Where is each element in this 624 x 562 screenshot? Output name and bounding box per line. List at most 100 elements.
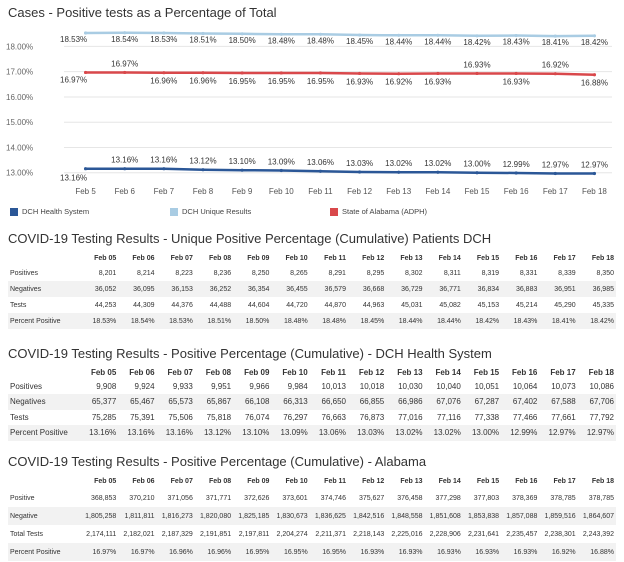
table-cell: 77,661: [551, 412, 576, 422]
column-header: Feb 07: [167, 367, 193, 377]
table-cell: 2,187,329: [161, 530, 193, 538]
table-cell: 16.95%: [233, 543, 272, 561]
data-label: 13.16%: [60, 174, 87, 183]
column-header: Feb 08: [208, 478, 232, 485]
table-cell: 36,985: [577, 281, 616, 297]
table-cell: 65,573: [156, 394, 195, 410]
column-header: Feb 14: [435, 367, 461, 377]
table-cell: 16.97%: [118, 543, 157, 561]
data-point: [475, 171, 479, 175]
table-cell: 8,250: [251, 269, 270, 277]
data-label: 18.53%: [150, 35, 177, 44]
y-tick-label: 15.00%: [6, 118, 33, 127]
table-cell: 36,668: [347, 281, 387, 297]
table-cell: 377,298: [435, 494, 461, 502]
data-label: 18.51%: [189, 36, 216, 45]
column-header: Feb 05: [94, 478, 117, 485]
legend-item-alabama: State of Alabama (ADPH): [330, 207, 427, 216]
column-header: Feb 09: [247, 255, 270, 262]
row-label: Positive: [10, 494, 35, 502]
table-row: Total Tests 2,174,111 2,182,021 2,187,329 2,…: [8, 525, 616, 543]
table-cell: 13.03%: [347, 425, 387, 441]
data-label: 13.03%: [346, 159, 373, 168]
table-cell: 44,720: [286, 301, 308, 309]
table-cell: 1,830,673: [271, 507, 310, 525]
table-cell: 2,191,851: [199, 530, 232, 538]
data-label: 18.50%: [229, 36, 256, 45]
table-cell: 9,984: [287, 381, 308, 391]
column-header: Feb 16: [515, 478, 538, 485]
x-tick-label: Feb 10: [269, 187, 294, 196]
legend-label-dch: DCH Health System: [22, 207, 90, 216]
table-alabama: Feb 05 Feb 06 Feb 07 Feb 08 Feb 09 Feb 10 Feb …: [8, 474, 616, 561]
table-cell: 2,235,457: [506, 530, 538, 538]
data-label: 16.95%: [307, 77, 334, 86]
series-line-0: [85, 167, 595, 175]
table-cell: 36,771: [424, 281, 463, 297]
table-cell: 2,211,371: [315, 530, 346, 538]
table-cell: 66,855: [347, 394, 387, 410]
table-cell: 75,391: [130, 412, 155, 422]
table-cell: 13.16%: [118, 425, 157, 441]
table-cell: 9,951: [211, 381, 232, 391]
data-point: [514, 71, 518, 76]
legend-swatch-unique: [170, 207, 178, 216]
column-header: Feb 06: [132, 478, 155, 485]
column-header: Feb 10: [282, 367, 308, 377]
table-cell: 18.42%: [577, 313, 616, 329]
table-row: Tests 75,285 75,391 75,506 75,818 76,074 76,29…: [8, 410, 616, 426]
table-cell: 13.02%: [386, 425, 425, 441]
table-cell: 18.54%: [118, 313, 157, 329]
data-label: 13.06%: [307, 158, 334, 167]
table-cell: 371,771: [205, 494, 232, 502]
table-cell: 67,287: [462, 394, 502, 410]
data-label: 16.93%: [463, 60, 490, 69]
table-cell: 2,228,906: [429, 530, 461, 538]
data-point: [592, 73, 597, 77]
data-label: 16.93%: [424, 77, 451, 86]
data-label: 13.02%: [385, 159, 412, 168]
table-cell: 8,236: [213, 269, 232, 277]
table-cell: 374,746: [320, 494, 346, 502]
data-label: 12.97%: [542, 160, 569, 169]
column-header: Feb 13: [400, 255, 423, 262]
table-cell: 372,626: [244, 494, 270, 502]
data-label: 16.97%: [60, 75, 87, 84]
y-tick-label: 16.00%: [6, 93, 33, 102]
column-header: Feb 12: [358, 367, 385, 377]
table-cell: 12.97%: [539, 425, 578, 441]
table-cell: 1,857,088: [501, 507, 540, 525]
data-point: [123, 31, 127, 35]
table-cell: 18.44%: [424, 313, 463, 329]
table-cell: 9,933: [172, 381, 193, 391]
data-point: [83, 167, 88, 171]
x-tick-label: Feb 8: [193, 187, 214, 196]
column-header: Feb 06: [129, 367, 155, 377]
table-cell: 77,466: [512, 412, 538, 422]
x-tick-label: Feb 18: [582, 187, 607, 196]
data-point: [162, 31, 166, 35]
data-label: 13.00%: [463, 160, 490, 169]
table-cell: 16.93%: [462, 543, 502, 561]
data-point: [475, 71, 479, 76]
table-cell: 8,339: [558, 269, 576, 277]
table-cell: 45,031: [401, 301, 423, 309]
table-cell: 18.45%: [347, 313, 387, 329]
table-title-dch: COVID-19 Testing Results - Positive Perc…: [8, 346, 492, 361]
table-row: Percent Positive 16.97% 16.97% 16.96% 16.96%…: [8, 543, 616, 561]
legend-swatch-dch: [10, 207, 18, 216]
table-cell: 13.12%: [194, 425, 234, 441]
table-cell: 2,182,021: [123, 530, 155, 538]
table-cell: 8,223: [175, 269, 193, 277]
table-cell: 1,848,558: [386, 507, 425, 525]
table-cell: 36,729: [386, 281, 425, 297]
table-cell: 75,506: [168, 412, 193, 422]
table-cell: 66,650: [309, 394, 348, 410]
table-cell: 9,908: [96, 381, 117, 391]
data-point: [279, 71, 283, 75]
data-label: 18.42%: [581, 38, 608, 47]
column-header: Feb 05: [90, 367, 117, 377]
table-cell: 2,204,274: [276, 530, 308, 538]
table-cell: 36,354: [233, 281, 272, 297]
y-tick-label: 14.00%: [6, 143, 33, 152]
